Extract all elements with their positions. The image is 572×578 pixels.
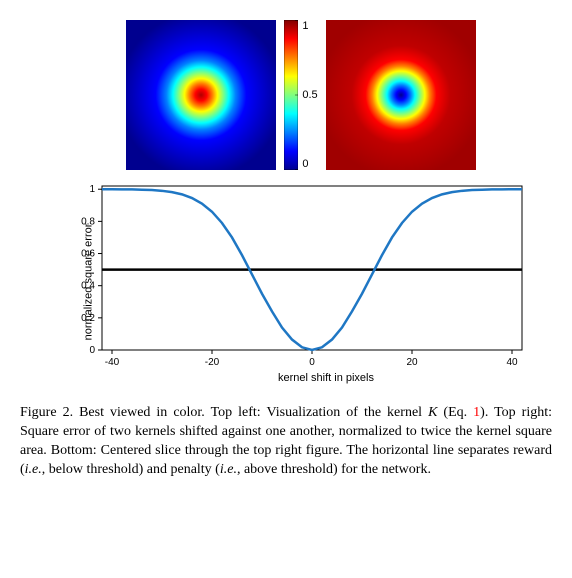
colorbar-container: 1 0.5 0 xyxy=(284,20,317,170)
caption-mid-1: , below threshold) and penalty ( xyxy=(42,462,220,477)
line-plot-container: normalized square error -40-200204000.20… xyxy=(70,180,552,384)
svg-text:20: 20 xyxy=(406,357,418,368)
figure-container: 1 0.5 0 xyxy=(20,20,552,480)
svg-text:-20: -20 xyxy=(205,357,220,368)
heatmap-square-error xyxy=(326,20,476,170)
caption-mid-2: , above threshold) for the network. xyxy=(237,462,431,477)
caption-figure-number: Figure 2. xyxy=(20,405,73,420)
colorbar-tick-max: 1 xyxy=(302,20,317,32)
y-axis-label: normalized square error xyxy=(82,224,94,341)
colorbar-tick-min: 0 xyxy=(302,158,317,170)
kernel-symbol: K xyxy=(428,405,437,420)
colorbar-tick-mid: 0.5 xyxy=(302,89,317,101)
top-row: 1 0.5 0 xyxy=(20,20,552,170)
figure-caption: Figure 2. Best viewed in color. Top left… xyxy=(20,404,552,480)
svg-text:0: 0 xyxy=(89,345,95,356)
colorbar-labels: 1 0.5 0 xyxy=(302,20,317,170)
svg-text:1: 1 xyxy=(89,184,95,195)
heatmap-kernel xyxy=(126,20,276,170)
ie-1: i.e. xyxy=(25,462,42,477)
eq-open: (Eq. xyxy=(437,405,473,420)
line-plot: -40-200204000.20.40.60.81 xyxy=(70,180,530,370)
colorbar xyxy=(284,20,298,170)
svg-text:40: 40 xyxy=(506,357,518,368)
eq-close: ). xyxy=(480,405,494,420)
ie-2: i.e. xyxy=(220,462,237,477)
caption-text-1: Best viewed in color. Top left: Visualiz… xyxy=(79,405,428,420)
svg-text:-40: -40 xyxy=(105,357,120,368)
x-axis-label: kernel shift in pixels xyxy=(100,372,552,384)
svg-text:0: 0 xyxy=(309,357,315,368)
